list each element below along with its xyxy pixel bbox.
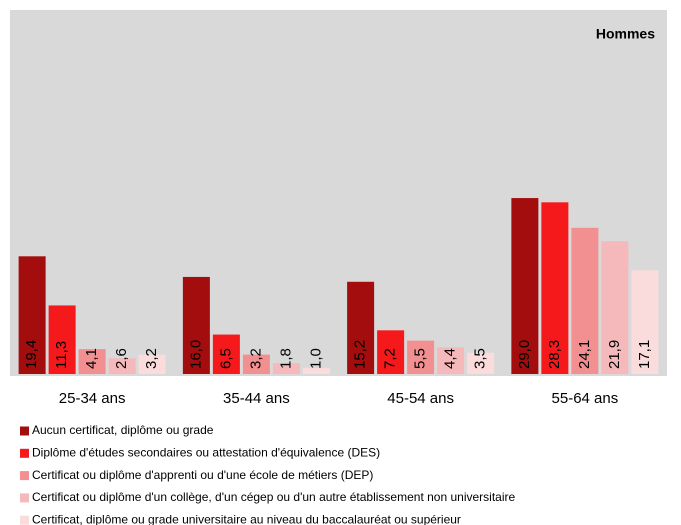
bar [108, 358, 136, 374]
bar [511, 198, 539, 374]
bar [631, 270, 659, 374]
x-tick-label: 55-64 ans [552, 390, 619, 407]
data-label: 24,1 [576, 340, 593, 369]
data-label: 2,6 [113, 348, 130, 369]
x-tick-label: 35-44 ans [223, 390, 290, 407]
bar [242, 354, 270, 374]
bar [182, 276, 210, 374]
data-label: 5,5 [412, 348, 429, 369]
legend-swatch [20, 515, 29, 525]
data-label: 1,0 [307, 348, 324, 369]
bar [138, 354, 166, 374]
data-label: 29,0 [516, 340, 533, 369]
bar [347, 281, 375, 374]
legend-swatch [20, 426, 29, 436]
legend-label: Aucun certificat, diplôme ou grade [32, 423, 214, 437]
bar [272, 363, 300, 374]
x-tick-label: 45-54 ans [387, 390, 454, 407]
data-label: 7,2 [382, 348, 399, 369]
data-label: 6,5 [217, 348, 234, 369]
bar [467, 352, 495, 374]
data-label: 21,9 [606, 340, 623, 369]
legend-label: Certificat, diplôme ou grade universitai… [32, 512, 461, 525]
bar [18, 256, 46, 374]
data-label: 16,0 [187, 340, 204, 369]
bar [407, 340, 435, 374]
data-label: 1,8 [277, 348, 294, 369]
plot-area [10, 10, 667, 376]
data-label: 11,3 [53, 341, 70, 369]
x-tick-label: 25-34 ans [59, 390, 126, 407]
bar [571, 227, 599, 374]
data-label: 3,2 [143, 348, 160, 369]
data-label: 4,1 [83, 348, 100, 369]
data-label: 28,3 [546, 340, 563, 369]
legend-swatch [20, 448, 29, 458]
legend-label: Certificat ou diplôme d'apprenti ou d'un… [32, 468, 373, 482]
data-label: 15,2 [352, 340, 369, 369]
bar [78, 349, 106, 374]
data-label: 3,2 [247, 348, 264, 369]
bar [377, 330, 405, 374]
bar [48, 305, 76, 374]
bar [212, 334, 240, 374]
legend-label: Certificat ou diplôme d'un collège, d'un… [32, 490, 515, 504]
legend-swatch [20, 471, 29, 481]
bar [601, 241, 629, 374]
data-label: 17,1 [636, 340, 653, 369]
chart-title: Hommes [596, 26, 655, 42]
data-label: 19,4 [23, 340, 40, 369]
legend-label: Diplôme d'études secondaires ou attestat… [32, 445, 380, 459]
bar [437, 347, 465, 374]
legend-swatch [20, 493, 29, 503]
data-label: 4,4 [442, 348, 459, 369]
data-label: 3,5 [472, 348, 489, 369]
bar [302, 367, 330, 374]
bar [541, 202, 569, 374]
